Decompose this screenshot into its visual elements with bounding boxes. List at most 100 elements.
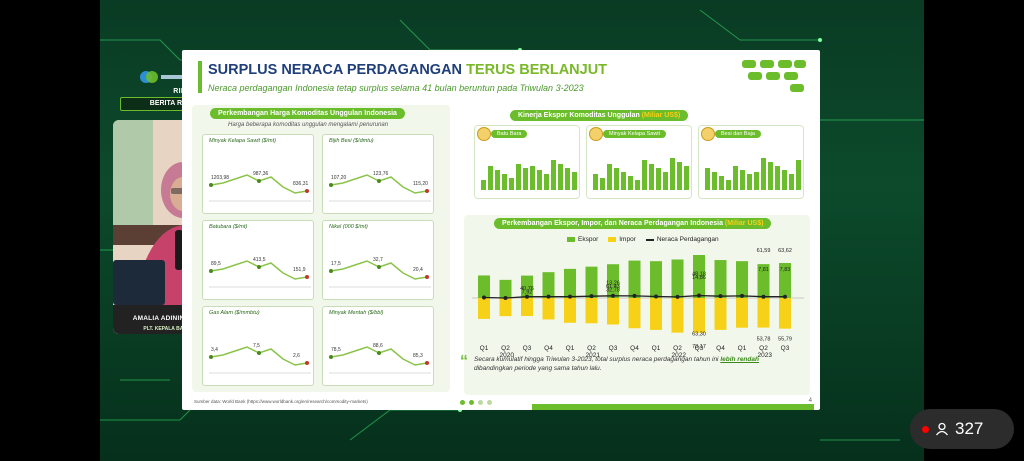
data-label: 7,81	[758, 267, 769, 273]
export-bar	[757, 264, 770, 298]
data-label: 7,92	[522, 290, 533, 296]
commodity-value: 2,6	[293, 353, 300, 359]
trade-legend: Ekspor Impor Neraca Perdagangan	[567, 236, 719, 243]
commodity-value: 85,3	[413, 353, 423, 359]
year-label: 2021	[585, 352, 600, 359]
export-bar	[521, 275, 533, 298]
export-bar	[509, 178, 514, 190]
data-label: 63,30	[692, 331, 706, 337]
import-bar	[736, 298, 748, 328]
export-bar	[564, 268, 576, 298]
commodity-value: 1203,98	[211, 175, 229, 181]
export-bar	[585, 266, 598, 298]
footer-bar	[532, 404, 814, 410]
export-bar	[495, 170, 500, 190]
commodity-value: 7,5	[253, 343, 260, 349]
import-bar	[607, 298, 619, 325]
x-tick-label: Q3	[695, 345, 704, 352]
export-bar	[714, 260, 727, 298]
commodity-value: 836,31	[293, 181, 309, 187]
year-label: 2023	[757, 352, 772, 359]
export-bar	[775, 166, 780, 190]
export-bar	[663, 172, 668, 190]
live-dot-icon	[922, 425, 929, 433]
import-bar	[628, 298, 641, 329]
export-bar	[768, 162, 773, 190]
commodity-value: 78,5	[331, 347, 341, 353]
presentation-slide: SURPLUS NERACA PERDAGANGAN TERUS BERLANJ…	[182, 50, 820, 410]
export-bar	[551, 160, 556, 190]
export-bar	[740, 170, 745, 190]
export-bar	[747, 174, 752, 190]
summary-quote: Secara kumulatif hingga Triwulan 3-2023,…	[474, 356, 794, 374]
export-bar	[656, 168, 661, 190]
data-label: 14,86	[692, 275, 706, 281]
viewer-count-badge[interactable]: 327	[910, 409, 1014, 449]
x-tick-label: Q4	[630, 345, 639, 352]
commodity-value: 987,36	[253, 171, 269, 177]
import-bar	[564, 298, 576, 323]
page-number: 4	[808, 398, 812, 404]
export-bar	[523, 168, 528, 190]
commodity-value: 151,9	[293, 267, 306, 273]
export-bar	[736, 261, 748, 298]
import-bar	[671, 298, 684, 333]
quote-text-2: dibandingkan periode yang sama tahun lal…	[474, 364, 602, 372]
balance-point	[568, 294, 572, 299]
x-tick-label: Q4	[716, 345, 725, 352]
x-tick-label: Q3	[781, 345, 790, 352]
export-bar	[572, 172, 577, 190]
commodity-value: 123,76	[373, 171, 389, 177]
slide-title: SURPLUS NERACA PERDAGANGAN TERUS BERLANJ…	[208, 62, 607, 78]
x-tick-label: Q1	[652, 345, 661, 352]
export-bar	[607, 264, 619, 298]
import-bar	[779, 298, 791, 329]
export-panel-unit: (Miliar US$)	[641, 112, 681, 119]
commodity-title: Bijih Besi ($/dmtu)	[329, 138, 374, 144]
slide-subtitle: Neraca perdagangan Indonesia tetap surpl…	[208, 83, 584, 93]
legend-balance: Neraca Perdagangan	[645, 236, 719, 243]
export-bar	[705, 168, 710, 190]
export-bar	[530, 166, 535, 190]
balance-point	[546, 294, 551, 299]
export-card: Minyak Kelapa Sawit	[586, 125, 692, 199]
trade-panel-title-text: Perkembangan Ekspor, Impor, dan Neraca P…	[502, 220, 725, 227]
export-bar	[621, 172, 626, 190]
source-note: Sumber data: World Bank (https://www.wor…	[194, 399, 368, 404]
export-bar	[478, 275, 490, 298]
export-bar	[670, 158, 675, 190]
export-bar	[628, 260, 641, 298]
commodity-value: 3,4	[211, 347, 218, 353]
export-bar	[544, 174, 549, 190]
commodity-card: Minyak Mentah ($/bbl) 78,5 88,6 85,3	[322, 306, 434, 386]
x-tick-label: Q1	[566, 345, 575, 352]
balance-point	[783, 294, 787, 299]
export-bar	[614, 168, 619, 190]
x-tick-label: Q4	[544, 345, 553, 352]
export-bar	[789, 174, 794, 190]
export-bar	[649, 164, 654, 190]
import-bar	[585, 298, 598, 324]
commodity-sparkline: 89,5 413,5 151,9	[209, 257, 311, 288]
commodity-value: 89,5	[211, 261, 221, 267]
export-bar	[726, 180, 731, 190]
export-bar	[733, 166, 738, 190]
balance-point	[503, 296, 508, 300]
export-bar	[782, 170, 787, 190]
balance-point	[589, 294, 594, 299]
balance-point	[718, 294, 723, 299]
commodity-title: Minyak Mentah ($/bbl)	[329, 310, 384, 316]
import-bar	[478, 298, 490, 319]
balance-point	[697, 293, 701, 298]
commodity-value: 115,20	[413, 181, 428, 187]
commodity-card: Batubara ($/mt) 89,5 413,5 151,9	[202, 220, 314, 300]
import-bar	[693, 298, 705, 333]
balance-point	[482, 295, 486, 300]
title-accent-bar	[198, 61, 202, 93]
x-tick-label: Q1	[480, 345, 489, 352]
export-bar	[488, 166, 493, 190]
commodity-card: Gas Alam ($/mmbtu) 3,4 7,5 2,6	[202, 306, 314, 386]
data-label: 53,78	[757, 337, 771, 343]
export-bar	[796, 160, 801, 190]
